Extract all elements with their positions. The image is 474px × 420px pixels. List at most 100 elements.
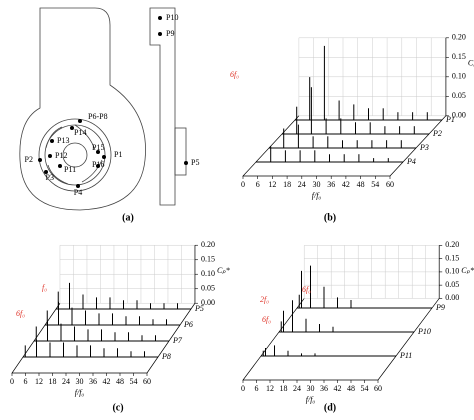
x-tick-label: 60 (386, 180, 394, 189)
sensor-point (38, 158, 42, 162)
charts: 0 6 12 18 24 30 36 42 48 54 600.000.050.100.150.20… (10, 33, 474, 414)
annotation: 6f₀ (302, 285, 311, 294)
y-tick-label: 0.05 (445, 280, 459, 289)
x-tick-label: 12 (266, 384, 274, 393)
x-tick-label: 24 (293, 384, 301, 393)
x-tick-label: 6 (255, 384, 259, 393)
series-label: P10 (417, 327, 431, 336)
x-tick-label: 30 (307, 384, 315, 393)
y-tick-label: 0.20 (445, 240, 459, 249)
y-tick-label: 0.20 (452, 33, 466, 42)
x-tick-label: 42 (103, 377, 111, 386)
point-label: P15 (92, 143, 104, 152)
x-tick-label: 18 (280, 384, 288, 393)
x-tick-label: 18 (49, 377, 57, 386)
y-tick-label: 0.15 (445, 253, 459, 262)
x-tick-label: 42 (334, 384, 342, 393)
y-tick-label: 0.05 (452, 91, 466, 100)
y-tick-label: 0.10 (445, 267, 459, 276)
y-axis-label: Cₚ* (217, 266, 230, 275)
x-tick-label: 48 (357, 180, 365, 189)
x-tick-label: 36 (320, 384, 328, 393)
impeller-hub (62, 142, 88, 168)
series-label: P9 (435, 303, 445, 312)
blades (45, 124, 103, 185)
sensor-point (158, 16, 162, 20)
annotation: 2f₀ (260, 295, 269, 304)
pipe-outline (149, 7, 176, 206)
point-label: P3 (46, 173, 54, 182)
x-tick-label: 42 (342, 180, 350, 189)
x-tick-label: 60 (143, 377, 151, 386)
x-tick-label: 0 (241, 384, 245, 393)
series-label: P1 (445, 115, 455, 124)
x-tick-label: 18 (283, 180, 291, 189)
point-label: P5 (191, 158, 199, 167)
x-tick-label: 0 (10, 377, 14, 386)
annotation: 6f₀ (230, 70, 239, 79)
x-tick-label: 6 (256, 180, 260, 189)
annotation: 6f₀ (16, 309, 25, 318)
y-tick-label: 0.15 (452, 52, 466, 61)
x-tick-label: 54 (371, 180, 379, 189)
sensor-point (70, 126, 74, 130)
caption: (b) (324, 212, 336, 223)
axis-frame (242, 37, 447, 177)
axis-frame (11, 245, 196, 374)
sensor-point (96, 164, 100, 168)
waterfall-chart: 0 6 12 18 24 30 36 42 48 54 60 0.00 0.05 0.10 0.15 0.20… (10, 240, 230, 413)
x-tick-label: 54 (361, 384, 369, 393)
x-axis-label: f/f₀ (75, 388, 85, 397)
x-axis-label: f/f₀ (306, 395, 316, 404)
series-label: P2 (432, 129, 442, 138)
series-label: P8 (161, 352, 171, 361)
sensor-point (48, 154, 52, 158)
sensor-point (50, 139, 54, 143)
x-tick-label: 12 (35, 377, 43, 386)
y-tick-label: 0.00 (201, 298, 215, 307)
waterfall-chart: 0 6 12 18 24 30 36 42 48 54 60 0.00 0.05 0.10 0.15 0.20… (230, 33, 474, 224)
caption: (a) (122, 212, 134, 223)
x-tick-label: 48 (347, 384, 355, 393)
annotation: 6f₀ (262, 315, 271, 324)
x-tick-label: 30 (313, 180, 321, 189)
waterfall-chart: 0 6 12 18 24 30 36 42 48 54 60 0.00 0.05 0.10 0.15 0.20… (241, 240, 474, 413)
series-label: P11 (399, 351, 412, 360)
x-tick-label: 24 (62, 377, 70, 386)
sensor-point (158, 32, 162, 36)
x-tick-label: 54 (130, 377, 138, 386)
sensor-point (96, 150, 100, 154)
pipe-sensor-box (174, 127, 187, 176)
x-tick-label: 36 (89, 377, 97, 386)
diagram-points: P1 P2 P3 P4 P6-P8 P11 P12 P13 P14 P15 P16 P10 P9 P5 (25, 13, 200, 197)
x-tick-label: 48 (116, 377, 124, 386)
point-label: P14 (74, 128, 86, 137)
sensor-point (102, 155, 106, 159)
point-label: P10 (166, 13, 178, 22)
x-tick-label: 36 (327, 180, 335, 189)
y-tick-label: 0.00 (452, 111, 466, 120)
series-label: P4 (406, 157, 416, 166)
x-axis-label: f/f₀ (312, 191, 322, 200)
y-tick-label: 0.20 (201, 240, 215, 249)
y-tick-label: 0.05 (201, 284, 215, 293)
annotation: f₀ (42, 283, 47, 292)
point-label: P12 (55, 151, 67, 160)
point-label: P13 (57, 136, 69, 145)
y-tick-label: 0.00 (445, 293, 459, 302)
series-label: P7 (172, 336, 183, 345)
point-label: P11 (64, 165, 76, 174)
series-label: P3 (419, 143, 429, 152)
y-axis-label: Cₚ* (461, 266, 474, 275)
point-label: P6-P8 (88, 112, 108, 121)
y-tick-label: 0.10 (201, 269, 215, 278)
sensor-point (184, 161, 188, 165)
y-axis-label: Cₚ* (468, 59, 474, 68)
impeller-outer (38, 118, 112, 192)
series-label: P5 (194, 304, 204, 313)
caption: (c) (112, 402, 123, 413)
y-tick-label: 0.10 (452, 72, 466, 81)
sensor-point (58, 164, 62, 168)
x-tick-label: 12 (268, 180, 276, 189)
sensor-point (44, 170, 48, 174)
